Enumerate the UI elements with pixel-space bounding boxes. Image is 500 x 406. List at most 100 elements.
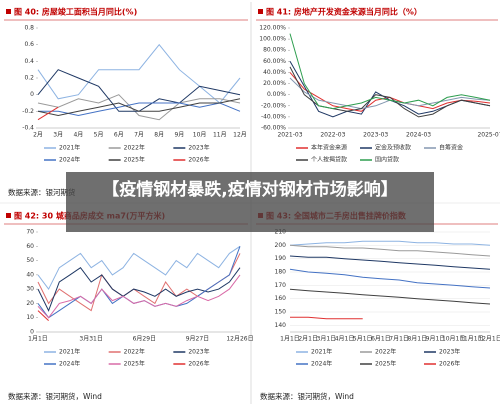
- x-tick-label: 6月: [114, 132, 124, 139]
- series-line: [37, 94, 241, 121]
- y-tick-label: 0: [30, 329, 34, 336]
- y-tick-label: 80.00%: [263, 47, 286, 54]
- y-tick-label: 0: [30, 91, 34, 98]
- y-tick-label: 40: [26, 271, 34, 278]
- banner: 【疫情钢材暴跌,疫情对钢材市场影响】: [66, 172, 434, 232]
- x-tick-label: 1月1日: [280, 336, 300, 343]
- x-tick-label: 6月29日: [133, 336, 156, 343]
- y-tick-label: 0.4: [24, 58, 34, 65]
- legend-label: 国内贷款: [375, 156, 399, 164]
- y-tick-label: 20.00%: [263, 80, 286, 87]
- x-tick-label: 3月: [53, 132, 63, 139]
- legend-label: 2026年: [439, 360, 460, 368]
- x-tick-label: 1月1日: [28, 336, 48, 343]
- x-tick-label: 4月: [73, 132, 83, 139]
- legend-label: 2021年: [59, 348, 80, 356]
- series-line: [289, 244, 491, 257]
- y-tick-label: 200: [275, 242, 287, 249]
- y-tick-label: 10: [26, 314, 34, 321]
- y-tick-label: 140: [275, 322, 287, 329]
- legend-label: 个人按揭贷款: [311, 156, 347, 164]
- series-line: [289, 61, 491, 118]
- legend-label: 2021年: [59, 144, 80, 152]
- y-tick-label: 120.00%: [259, 25, 286, 32]
- y-tick-label: 100.00%: [259, 36, 286, 43]
- chart-title: 图 40: 房屋竣工面积当月同比(%): [14, 7, 137, 17]
- legend-label: 2026年: [188, 360, 209, 368]
- series-line: [37, 98, 241, 117]
- x-tick-label: 7月1日: [389, 336, 409, 343]
- series-line: [37, 274, 241, 319]
- series-line: [289, 268, 491, 289]
- y-tick-label: 170: [275, 282, 287, 289]
- series-line: [289, 288, 491, 305]
- y-tick-label: 0.6: [24, 41, 34, 48]
- x-tick-label: 9月1日: [426, 336, 446, 343]
- x-tick-label: 12月26日: [226, 336, 253, 343]
- x-tick-label: 10月1日: [442, 336, 465, 343]
- x-tick-label: 4月1日: [335, 336, 355, 343]
- series-line: [289, 77, 491, 110]
- series-line: [290, 316, 363, 320]
- series-line: [38, 102, 241, 117]
- y-tick-label: 0.2: [24, 75, 34, 82]
- legend-label: 2022年: [124, 144, 145, 152]
- legend-label: 2024年: [59, 360, 80, 368]
- series-line: [37, 43, 241, 104]
- y-tick-label: 50: [26, 257, 34, 264]
- series-line: [289, 255, 491, 270]
- x-tick-label: 2024-03: [406, 132, 431, 139]
- x-tick-label: 10月: [193, 132, 207, 139]
- legend-label: 2026年: [188, 156, 209, 164]
- y-tick-label: 20: [26, 300, 34, 307]
- y-tick-label: -0.2: [22, 108, 34, 115]
- x-tick-label: 2025-07: [477, 132, 500, 139]
- x-tick-label: 6月1日: [371, 336, 391, 343]
- legend-label: 自筹资金: [439, 144, 463, 152]
- title-icon: [258, 9, 263, 14]
- x-tick-label: 3月1日: [317, 336, 337, 343]
- y-tick-label: 160: [275, 295, 287, 302]
- x-tick-label: 11月: [213, 132, 227, 139]
- y-tick-label: 180: [275, 269, 287, 276]
- y-tick-label: 30: [26, 286, 34, 293]
- legend-label: 2023年: [188, 144, 209, 152]
- series-line: [37, 267, 241, 312]
- y-tick-label: 190: [275, 255, 287, 262]
- x-tick-label: 2023-03: [363, 132, 388, 139]
- title-icon: [6, 9, 11, 14]
- x-tick-label: 5月1日: [353, 336, 373, 343]
- title-icon: [6, 213, 11, 218]
- y-tick-label: -40.00%: [261, 113, 286, 120]
- source: 数据来源：银河期货，Wind: [8, 391, 102, 401]
- legend-label: 2023年: [188, 348, 209, 356]
- series-line: [37, 106, 59, 121]
- x-tick-label: 11月1日: [460, 336, 483, 343]
- series-line: [37, 310, 49, 321]
- legend-label: 2024年: [311, 360, 332, 368]
- chart-title: 图 41: 房地产开发资金来源当月同比（%）: [266, 7, 422, 17]
- series-line: [289, 240, 491, 246]
- y-tick-label: -60.00%: [261, 125, 286, 132]
- y-tick-label: -20.00%: [261, 102, 286, 109]
- y-tick-label: -0.4: [22, 125, 34, 132]
- legend-label: 2025年: [124, 156, 145, 164]
- legend-label: 2022年: [375, 348, 396, 356]
- series-line: [289, 33, 491, 110]
- y-tick-label: 210: [275, 229, 287, 236]
- x-tick-label: 9月27日: [186, 336, 209, 343]
- x-tick-label: 12月: [233, 132, 247, 139]
- y-tick-label: 0.00%: [267, 91, 286, 98]
- x-tick-label: 3月31日: [79, 336, 102, 343]
- y-tick-label: 60.00%: [263, 58, 286, 65]
- x-tick-label: 2月: [33, 132, 43, 139]
- x-tick-label: 2021-03: [277, 132, 302, 139]
- x-tick-label: 2022-03: [320, 132, 345, 139]
- x-tick-label: 9月: [174, 132, 184, 139]
- legend-label: 2021年: [311, 348, 332, 356]
- source: 数据来源：银河期货: [8, 187, 76, 197]
- legend-label: 2025年: [375, 360, 396, 368]
- series-line: [289, 66, 491, 118]
- x-tick-label: 5月: [94, 132, 104, 139]
